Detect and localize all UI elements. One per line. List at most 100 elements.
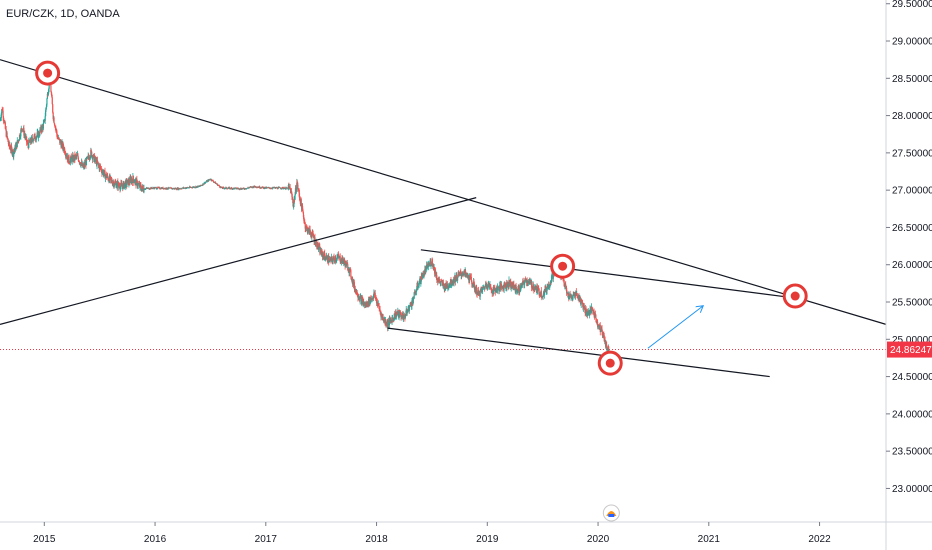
candle-body bbox=[421, 278, 423, 280]
candle-body bbox=[522, 280, 524, 286]
candle-body bbox=[591, 306, 593, 310]
candle-body bbox=[583, 305, 585, 307]
candle-body bbox=[118, 185, 120, 187]
candle-body bbox=[601, 328, 603, 332]
candle-body bbox=[531, 288, 534, 289]
candle-body bbox=[268, 187, 270, 189]
candle-body bbox=[448, 285, 450, 288]
candle-body bbox=[293, 204, 295, 207]
candle-body bbox=[384, 318, 386, 323]
candle-body bbox=[379, 311, 382, 313]
tradingview-logo-icon[interactable] bbox=[602, 504, 620, 522]
candle-body bbox=[564, 284, 566, 286]
candle-body bbox=[126, 179, 129, 184]
candle-body bbox=[204, 182, 206, 184]
candle-body bbox=[181, 188, 183, 190]
time-axis[interactable]: 2015 2016 2017 2018 2019 2020 2021 2022 bbox=[0, 521, 932, 545]
candle-body bbox=[205, 181, 207, 183]
candle-body bbox=[218, 185, 220, 187]
candle-body bbox=[9, 146, 11, 148]
trendline bbox=[0, 59, 887, 325]
candle-body bbox=[493, 286, 495, 289]
candle-body bbox=[140, 185, 142, 189]
x-tick-label: 2018 bbox=[365, 534, 388, 545]
candle-body bbox=[572, 295, 574, 301]
candle-body bbox=[598, 324, 600, 326]
candle-body bbox=[581, 302, 584, 305]
y-tick-label: 25.00000 bbox=[892, 335, 932, 346]
candle-body bbox=[540, 290, 542, 298]
candle-body bbox=[548, 286, 550, 288]
candle-body bbox=[429, 261, 432, 266]
candle-body bbox=[538, 288, 540, 295]
trendlines[interactable] bbox=[0, 59, 887, 378]
candle-body bbox=[277, 187, 279, 189]
candle-body bbox=[315, 241, 317, 245]
candle-body bbox=[545, 286, 547, 292]
candle-body bbox=[386, 324, 388, 326]
candle-body bbox=[69, 162, 71, 164]
target-markers[interactable] bbox=[35, 60, 808, 376]
candle-body bbox=[122, 183, 124, 190]
candle-body bbox=[608, 346, 610, 354]
candle-body bbox=[568, 296, 570, 299]
candle-body bbox=[16, 140, 18, 148]
candle-body bbox=[406, 310, 408, 315]
candle-body bbox=[575, 291, 577, 295]
candle-body bbox=[343, 261, 345, 264]
candle-body bbox=[364, 304, 366, 306]
candle-body bbox=[531, 281, 533, 288]
price-axis[interactable]: 23.00000 23.50000 24.00000 24.50000 25.00000… bbox=[885, 0, 932, 550]
candle-body bbox=[416, 285, 418, 291]
candle-body bbox=[41, 125, 43, 132]
candle-body bbox=[433, 264, 435, 268]
candle-body bbox=[105, 173, 107, 178]
candle-body bbox=[437, 280, 439, 283]
candle-body bbox=[29, 138, 32, 143]
candle-body bbox=[579, 296, 581, 303]
candle-body bbox=[303, 217, 305, 222]
candle-body bbox=[446, 284, 449, 288]
candle-body bbox=[10, 145, 13, 149]
candle-body bbox=[450, 285, 453, 286]
candle-body bbox=[183, 187, 185, 189]
candle-body bbox=[498, 286, 500, 291]
candle-body bbox=[203, 183, 205, 185]
candle-body bbox=[19, 134, 21, 138]
candle-body bbox=[306, 227, 309, 233]
candle-body bbox=[460, 271, 462, 274]
candle-body bbox=[104, 175, 107, 179]
candle-body bbox=[498, 288, 500, 291]
candle-body bbox=[411, 300, 413, 307]
candle-body bbox=[62, 143, 64, 149]
candle-body bbox=[546, 286, 548, 291]
candle-body bbox=[92, 157, 94, 160]
candle-body bbox=[589, 313, 591, 316]
candle-body bbox=[309, 232, 312, 234]
candle-body bbox=[65, 155, 68, 157]
candle-body bbox=[509, 283, 511, 285]
candle-body bbox=[436, 279, 438, 281]
candle-body bbox=[420, 276, 422, 282]
candle-body bbox=[487, 284, 489, 288]
candle-body bbox=[254, 185, 256, 187]
candle-body bbox=[133, 179, 135, 183]
candle-body bbox=[479, 290, 481, 297]
candle-body bbox=[515, 288, 518, 292]
candle-body bbox=[54, 124, 56, 128]
candle-body bbox=[415, 290, 418, 293]
candle-body bbox=[102, 170, 104, 175]
candle-body bbox=[113, 182, 115, 187]
candle-body bbox=[500, 283, 502, 290]
candle-body bbox=[55, 129, 57, 131]
candle-body bbox=[342, 256, 344, 261]
candle-body bbox=[114, 182, 116, 186]
candle-body bbox=[385, 320, 387, 325]
candle-body bbox=[9, 147, 11, 150]
candle-body bbox=[450, 279, 452, 286]
candle-body bbox=[350, 277, 352, 280]
candle-body bbox=[246, 187, 248, 189]
candle-body bbox=[298, 189, 300, 194]
candle-body bbox=[119, 186, 122, 190]
